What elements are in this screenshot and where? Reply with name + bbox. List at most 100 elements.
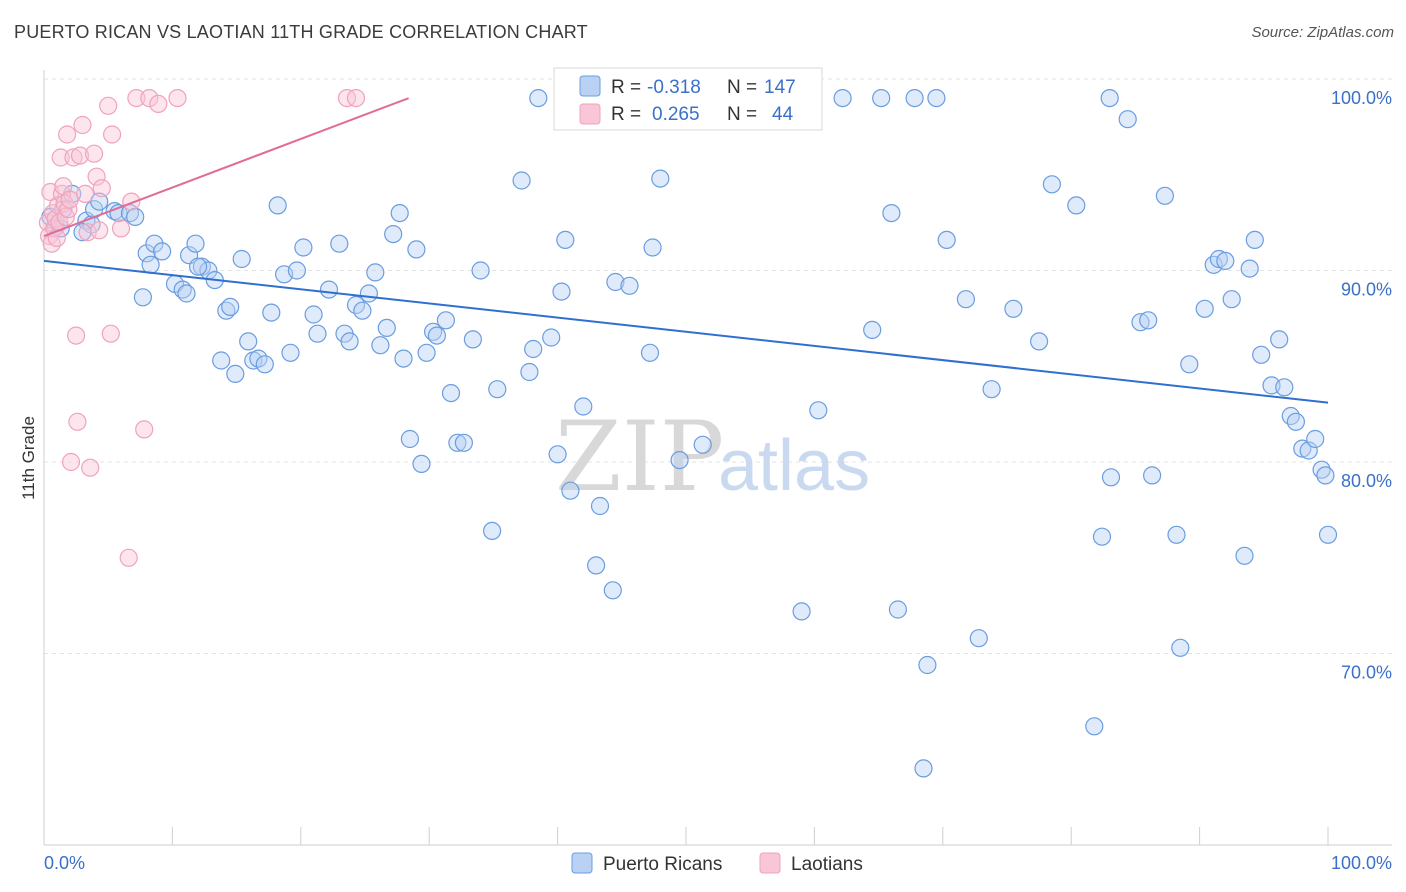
- puerto-rican-point: [914, 759, 933, 778]
- puerto-rican-point: [1209, 249, 1229, 269]
- puerto-rican-point: [483, 521, 502, 541]
- laotian-point: [51, 148, 70, 167]
- puerto-rican-point: [177, 284, 196, 303]
- puerto-rican-point: [1180, 355, 1199, 374]
- y-tick-label: 90.0%: [1341, 280, 1392, 300]
- puerto-rican-point: [1245, 230, 1264, 249]
- chart-title: PUERTO RICAN VS LAOTIAN 11TH GRADE CORRE…: [14, 22, 588, 42]
- puerto-rican-point: [441, 384, 461, 403]
- puerto-rican-point: [1252, 345, 1271, 364]
- puerto-rican-point: [651, 169, 670, 188]
- laotian-point: [84, 144, 104, 163]
- watermark-atlas: atlas: [718, 426, 870, 506]
- laotian-point: [135, 420, 154, 439]
- laotian-point: [42, 234, 61, 253]
- laotian-point: [149, 94, 168, 114]
- legend-n-label-2: N =: [727, 104, 757, 125]
- puerto-rican-point: [90, 192, 109, 211]
- puerto-rican-point: [1092, 527, 1112, 546]
- puerto-rican-point: [524, 339, 543, 359]
- puerto-rican-point: [189, 257, 208, 276]
- puerto-rican-point: [586, 556, 606, 575]
- laotian-point: [168, 88, 187, 108]
- legend-r-label-2: R =: [611, 104, 641, 125]
- puerto-rican-point: [606, 272, 625, 292]
- laotian-point: [68, 412, 87, 431]
- puerto-rican-point: [643, 238, 662, 257]
- puerto-rican-point: [956, 290, 976, 309]
- puerto-rican-point: [542, 328, 561, 347]
- puerto-rican-point: [520, 362, 539, 382]
- laotian-point: [61, 452, 81, 472]
- puerto-rican-point: [693, 435, 712, 454]
- puerto-rican-point: [366, 263, 385, 282]
- puerto-rican-point: [561, 481, 580, 500]
- laotian-point: [102, 125, 122, 144]
- puerto-rican-point: [226, 364, 245, 383]
- puerto-rican-point: [427, 326, 446, 345]
- laotian-point: [59, 200, 78, 219]
- legend-n-label-1: N =: [727, 77, 757, 98]
- legend-r-value-2: 0.265: [652, 104, 700, 125]
- correlation-legend: R = -0.318 N = 147 R = 0.265 N = 44: [553, 67, 823, 131]
- legend-n-value-1: 147: [764, 77, 796, 98]
- puerto-rican-point: [1240, 259, 1259, 278]
- puerto-rican-point: [982, 380, 1001, 399]
- x-axis-ticks: [43, 827, 1329, 845]
- puerto-rican-point: [232, 249, 251, 269]
- legend-swatch-laotian: [579, 103, 601, 125]
- puerto-rican-point: [454, 433, 473, 452]
- puerto-rican-point: [153, 242, 172, 261]
- puerto-rican-point: [1004, 299, 1023, 318]
- puerto-rican-point: [1029, 332, 1049, 351]
- puerto-rican-point: [863, 320, 882, 339]
- bottom-legend-label-laotian: Laotians: [791, 854, 863, 875]
- puerto-rican-point: [340, 332, 359, 351]
- series-legend: Puerto Ricans Laotians: [571, 852, 863, 875]
- puerto-rican-point: [552, 282, 571, 301]
- legend-n-value-2: 44: [772, 104, 794, 125]
- puerto-rican-point: [377, 318, 396, 337]
- bottom-legend-swatch-laotian: [759, 852, 781, 874]
- puerto-rican-point: [529, 88, 548, 108]
- puerto-rican-point: [448, 433, 467, 452]
- puerto-rican-point: [937, 230, 956, 249]
- puerto-rican-point: [330, 234, 349, 253]
- y-axis-tick-labels: 100.0% 90.0% 80.0% 70.0%: [1331, 88, 1392, 683]
- puerto-rican-point: [1286, 412, 1306, 431]
- puerto-rican-point: [574, 397, 593, 416]
- puerto-rican-point: [1171, 638, 1190, 657]
- puerto-rican-point: [371, 336, 390, 355]
- puerto-rican-point: [603, 581, 622, 600]
- y-tick-label: 100.0%: [1331, 88, 1392, 108]
- puerto-rican-point: [436, 311, 455, 330]
- puerto-rican-point: [1306, 429, 1325, 449]
- laotian-point: [64, 148, 83, 167]
- puerto-rican-point: [407, 240, 426, 259]
- laotian-point: [87, 167, 106, 186]
- puerto-rican-point: [882, 204, 901, 223]
- puerto-rican-point: [1042, 175, 1062, 194]
- puerto-rican-point: [1142, 466, 1162, 485]
- puerto-rican-point: [304, 305, 323, 324]
- puerto-rican-point: [1216, 251, 1235, 270]
- puerto-rican-point: [792, 602, 811, 621]
- puerto-rican-point: [927, 88, 946, 108]
- puerto-rican-points: [41, 88, 1338, 778]
- y-tick-label: 70.0%: [1341, 663, 1392, 683]
- puerto-rican-point: [1275, 378, 1294, 397]
- puerto-rican-point: [905, 88, 924, 108]
- laotian-point: [73, 115, 92, 135]
- puerto-rican-point: [359, 284, 378, 303]
- puerto-rican-point: [1085, 717, 1104, 736]
- laotian-point: [90, 221, 109, 240]
- y-axis-label: 11th Grade: [19, 416, 38, 500]
- puerto-rican-point: [400, 429, 419, 449]
- laotian-point: [101, 324, 120, 343]
- puerto-rican-point: [262, 303, 281, 322]
- laotian-point: [57, 125, 77, 144]
- puerto-rican-point: [294, 238, 313, 257]
- puerto-rican-point: [471, 261, 490, 280]
- puerto-rican-point: [1270, 330, 1289, 349]
